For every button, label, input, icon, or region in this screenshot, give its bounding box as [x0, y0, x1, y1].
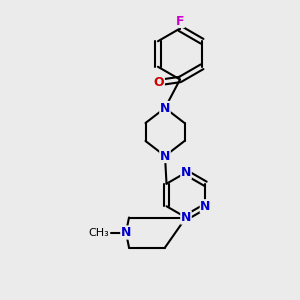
Text: N: N [181, 211, 191, 224]
Text: CH₃: CH₃ [89, 227, 110, 238]
Text: N: N [160, 149, 170, 163]
Text: F: F [176, 14, 184, 28]
Text: N: N [121, 226, 131, 239]
Text: N: N [181, 166, 191, 179]
Text: N: N [160, 101, 170, 115]
Text: O: O [154, 76, 164, 89]
Text: N: N [200, 200, 211, 213]
